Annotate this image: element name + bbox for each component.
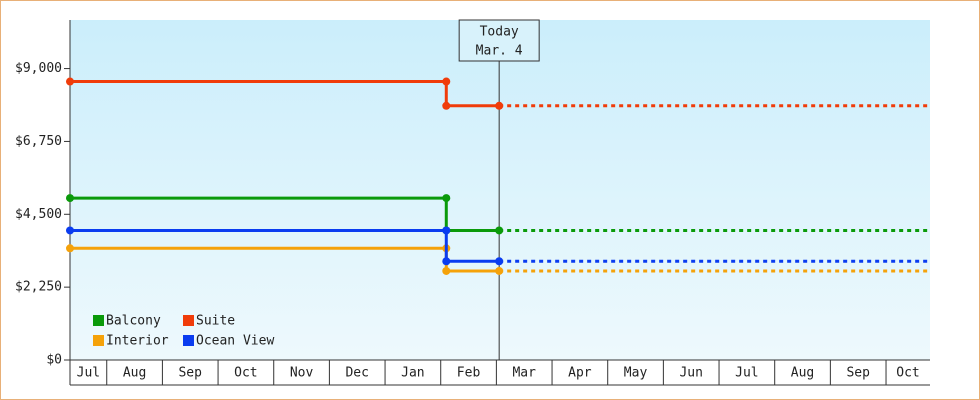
price-point: [442, 77, 451, 86]
legend-label: Suite: [196, 314, 235, 329]
x-tick-label: Aug: [123, 366, 146, 381]
price-point: [442, 226, 451, 235]
x-tick-label: Oct: [896, 366, 919, 381]
y-tick-label: $0: [46, 353, 62, 368]
x-tick-label: Jul: [735, 366, 758, 381]
x-tick-label: Jan: [401, 366, 424, 381]
x-tick-label: Apr: [568, 366, 592, 381]
price-point: [495, 266, 504, 275]
today-label: Mar. 4: [476, 44, 523, 59]
legend-label: Ocean View: [196, 334, 274, 349]
legend-swatch: [93, 315, 104, 326]
legend-label: Interior: [106, 334, 169, 349]
x-tick-label: Jul: [77, 366, 100, 381]
x-tick-label: Jun: [679, 366, 702, 381]
x-tick-label: Oct: [234, 366, 257, 381]
price-point: [66, 77, 74, 86]
price-point: [442, 266, 451, 275]
price-point: [442, 101, 451, 110]
x-tick-label: Dec: [345, 366, 368, 381]
y-tick-label: $4,500: [15, 207, 62, 222]
today-box: [458, 19, 540, 62]
x-tick-label: Feb: [457, 366, 481, 381]
price-point: [66, 226, 74, 235]
today-label: Today: [480, 25, 519, 40]
x-tick-label: Mar: [512, 366, 536, 381]
y-tick-label: $2,250: [15, 280, 62, 295]
price-line: [70, 80, 500, 108]
price-line: [70, 196, 500, 232]
x-tick-label: Aug: [791, 366, 814, 381]
price-point: [442, 257, 451, 266]
price-point: [442, 194, 451, 203]
legend-swatch: [183, 315, 194, 326]
price-line: [70, 228, 500, 263]
x-tick-label: Sep: [178, 366, 202, 381]
price-point: [495, 226, 504, 235]
x-tick-label: Nov: [290, 366, 314, 381]
legend-label: Balcony: [106, 314, 161, 329]
legend-swatch: [93, 335, 104, 346]
y-tick-label: $6,750: [15, 134, 62, 149]
x-tick-label: May: [624, 366, 648, 381]
price-point: [495, 101, 504, 110]
price-point: [495, 257, 504, 266]
legend-swatch: [183, 335, 194, 346]
price-point: [66, 244, 74, 253]
x-tick-label: Sep: [846, 366, 870, 381]
plot-area: [70, 20, 930, 360]
price-point: [66, 194, 74, 203]
y-tick-label: $9,000: [15, 61, 62, 76]
